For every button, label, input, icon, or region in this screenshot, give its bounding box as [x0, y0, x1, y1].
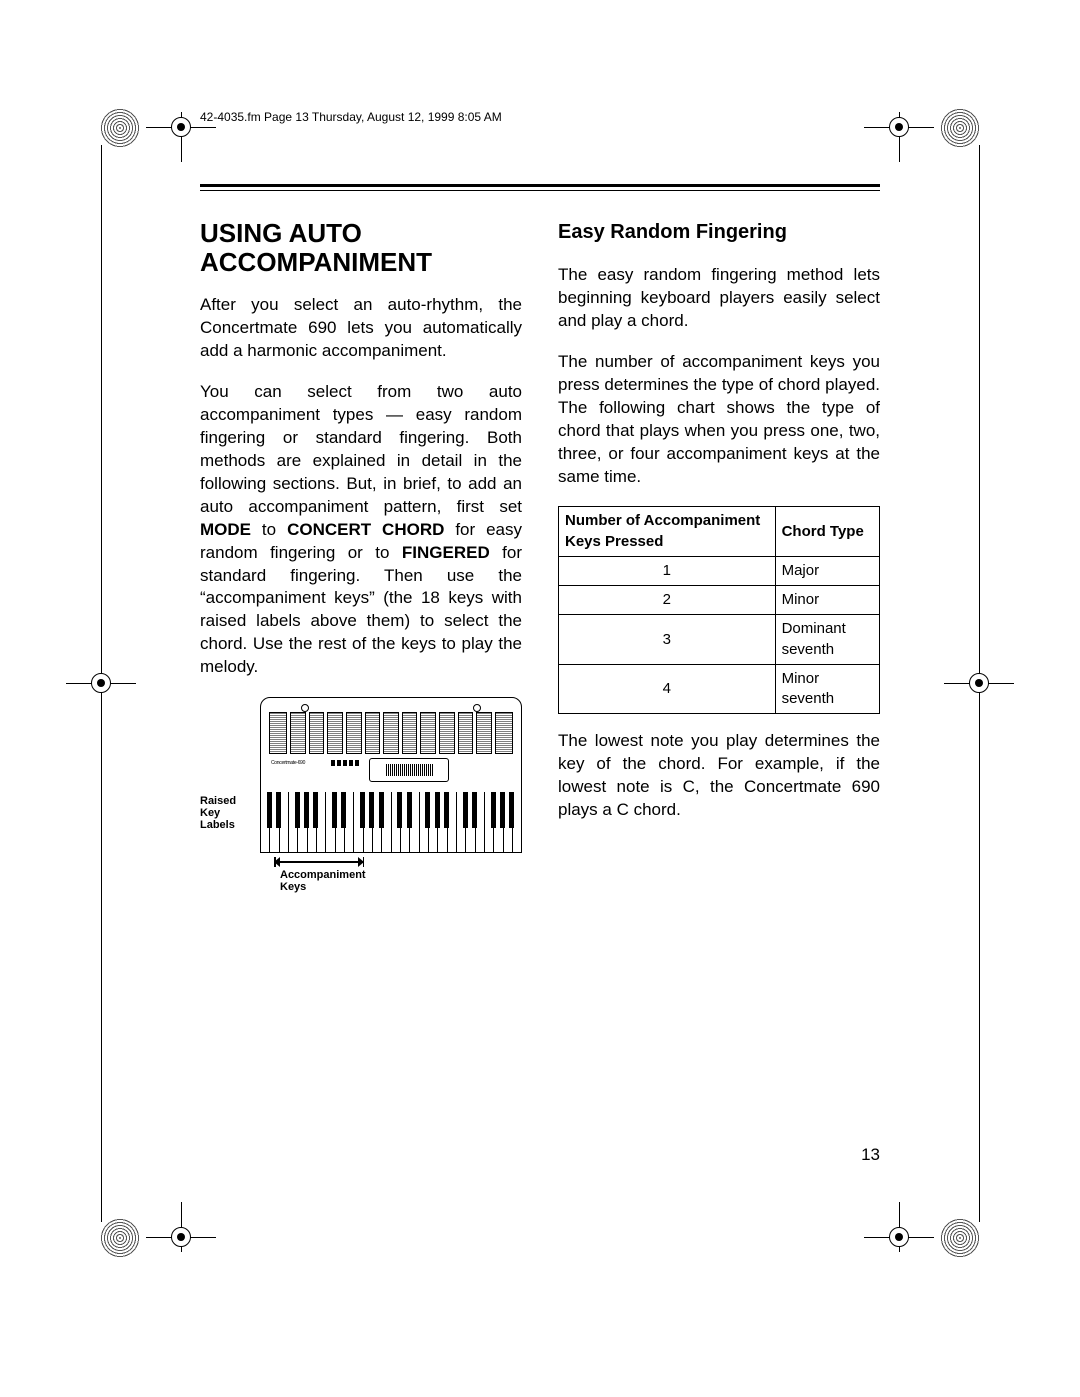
accompaniment-keys-label: Accompaniment Keys — [280, 869, 366, 893]
black-key — [491, 792, 496, 828]
black-key — [444, 792, 449, 828]
black-key — [276, 792, 281, 828]
black-key — [360, 792, 365, 828]
table-cell: Major — [775, 556, 879, 585]
accompaniment-range-arrow — [274, 857, 364, 867]
page-number: 13 — [861, 1145, 880, 1165]
crop-line — [979, 145, 980, 655]
table-cell: 1 — [559, 556, 776, 585]
black-key — [425, 792, 430, 828]
black-key — [463, 792, 468, 828]
keyboard-body: Concertmate-690 — [260, 697, 522, 794]
right-column: Easy Random Fingering The easy random fi… — [558, 219, 880, 917]
crop-mark-icon — [944, 648, 1014, 718]
white-key — [457, 792, 466, 852]
table-cell: 3 — [559, 615, 776, 665]
paragraph: The lowest note you play determines the … — [558, 730, 880, 822]
black-key — [341, 792, 346, 828]
table-row: 4Minor seventh — [559, 664, 880, 714]
horizontal-rule — [200, 184, 880, 191]
black-key — [509, 792, 514, 828]
black-key — [407, 792, 412, 828]
paragraph: You can select from two auto accompanime… — [200, 381, 522, 679]
left-column: USING AUTO ACCOMPANIMENT After you selec… — [200, 219, 522, 917]
ornament-icon — [940, 1218, 980, 1258]
subsection-heading: Easy Random Fingering — [558, 219, 880, 246]
crop-mark-icon — [66, 648, 136, 718]
black-key — [472, 792, 477, 828]
crop-line — [979, 712, 980, 1222]
black-key — [379, 792, 384, 828]
table-header: Number of Accompaniment Keys Pressed — [559, 507, 776, 557]
speaker-icon — [301, 704, 309, 712]
two-column-layout: USING AUTO ACCOMPANIMENT After you selec… — [200, 219, 880, 917]
crop-mark-icon — [146, 1202, 216, 1272]
paragraph: The easy random fingering method lets be… — [558, 264, 880, 333]
black-key — [500, 792, 505, 828]
black-key — [304, 792, 309, 828]
white-key — [392, 792, 401, 852]
raised-key-labels-callout: Raised Key Labels — [200, 795, 256, 831]
white-key — [326, 792, 335, 852]
white-key — [354, 792, 363, 852]
ornament-icon — [100, 1218, 140, 1258]
table-cell: Minor — [775, 586, 879, 615]
table-cell: Minor seventh — [775, 664, 879, 714]
table-row: 2Minor — [559, 586, 880, 615]
crop-line — [101, 712, 102, 1222]
table-header: Chord Type — [775, 507, 879, 557]
section-heading: USING AUTO ACCOMPANIMENT — [200, 219, 522, 276]
ornament-icon — [940, 108, 980, 148]
crop-line — [101, 145, 102, 655]
control-panel — [269, 712, 513, 754]
white-key — [485, 792, 494, 852]
table-row: 1Major — [559, 556, 880, 585]
black-key — [267, 792, 272, 828]
lcd-display — [369, 758, 449, 782]
table-row: 3Dominant seventh — [559, 615, 880, 665]
ornament-icon — [100, 108, 140, 148]
table-cell: 4 — [559, 664, 776, 714]
piano-keys — [260, 792, 522, 853]
black-key — [332, 792, 337, 828]
page-content: 42-4035.fm Page 13 Thursday, August 12, … — [200, 110, 880, 917]
black-key — [295, 792, 300, 828]
black-key — [435, 792, 440, 828]
keyboard-diagram: Concertmate-690 Raised Key Labels — [200, 697, 522, 917]
button-row — [331, 760, 359, 766]
white-key — [289, 792, 298, 852]
white-key — [261, 792, 270, 852]
table-cell: 2 — [559, 586, 776, 615]
table-cell: Dominant seventh — [775, 615, 879, 665]
black-key — [397, 792, 402, 828]
model-label: Concertmate-690 — [271, 760, 305, 767]
black-key — [369, 792, 374, 828]
paragraph: The number of accompaniment keys you pre… — [558, 351, 880, 489]
page-header: 42-4035.fm Page 13 Thursday, August 12, … — [200, 110, 880, 124]
crop-mark-icon — [864, 1202, 934, 1272]
white-key — [420, 792, 429, 852]
speaker-icon — [473, 704, 481, 712]
black-key — [313, 792, 318, 828]
chord-type-table: Number of Accompaniment Keys Pressed Cho… — [558, 506, 880, 714]
paragraph: After you select an auto-rhythm, the Con… — [200, 294, 522, 363]
